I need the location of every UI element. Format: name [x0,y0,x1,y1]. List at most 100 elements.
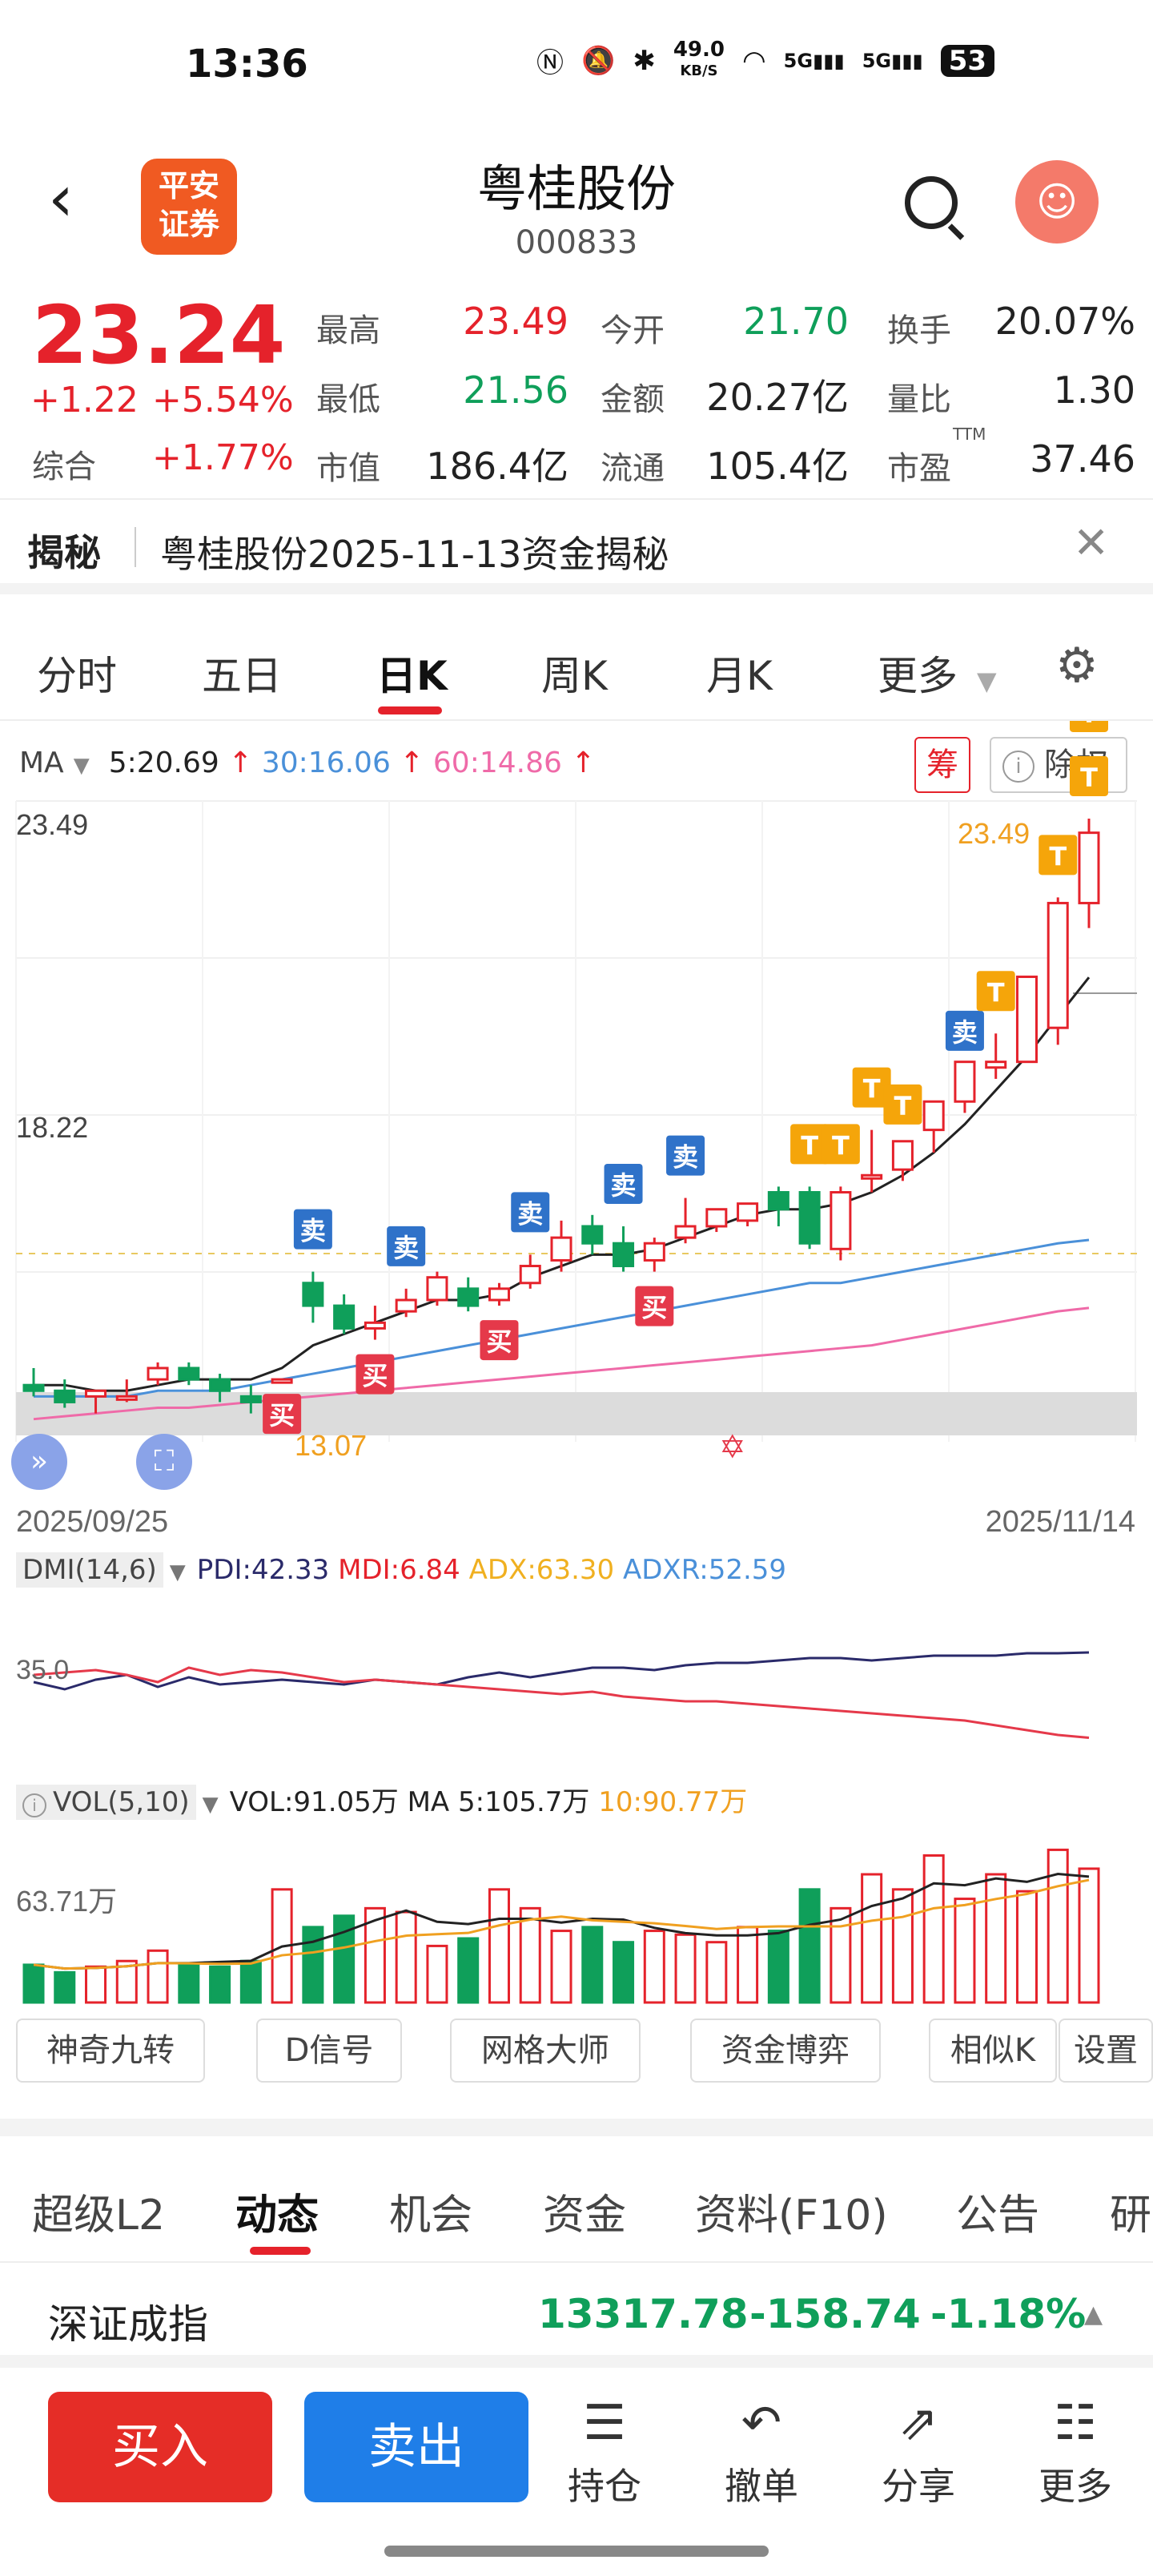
buy-button[interactable]: 买入 [48,2392,272,2502]
tab-capital[interactable]: 资金 [543,2192,627,2240]
holdings-icon: ☰ [583,2395,626,2451]
signal-marker [480,1320,519,1361]
search-icon[interactable] [905,176,958,229]
tab-research[interactable]: 研 [1110,2192,1152,2240]
candle-body [115,1395,138,1401]
vol-legend[interactable]: i VOL(5,10) ▼ VOL:91.05万 MA 5:105.7万 10:90.… [16,1780,747,1820]
candle-body [54,1389,76,1403]
bluetooth-icon: ✱ [633,44,656,77]
tab-news[interactable]: 动态 [235,2192,319,2240]
amount-value: 20.27亿 [706,376,849,419]
vol-level-label: 63.71万 [16,1885,117,1918]
volume-bar [705,1941,728,2004]
open-label: 今开 [601,312,665,349]
volume-bar [985,1873,1007,2004]
vol-ma10-line [33,1878,1090,1970]
candle-body [488,1287,510,1302]
dropdown-arrow-icon: ▼ [73,754,90,778]
active-tab-indicator [378,706,442,714]
candle-body [1078,831,1100,904]
tab-opportunity[interactable]: 机会 [389,2192,473,2240]
candle-body [1015,975,1038,1064]
gear-icon[interactable]: ⚙ [1055,638,1099,694]
candle-body [395,1298,417,1313]
tool-d-signal[interactable]: D信号 [256,2019,402,2083]
candle-body [147,1366,169,1381]
candle-body [674,1225,697,1239]
assistant-avatar[interactable]: ☺ [1015,160,1099,244]
volume-bar [861,1873,883,2004]
tab-monthly-k[interactable]: 月K [706,653,773,699]
candle-body [178,1366,200,1381]
candle-body [22,1383,45,1392]
candle-body [954,1061,976,1103]
candle-body [613,1242,635,1268]
volume-bar [22,1963,45,2004]
kline-chart-panel[interactable]: MA▼5:20.69 ↑ 30:16.06 ↑ 60:14.86 ↑ 筹 i除权… [0,721,1153,2035]
tab-daily-k[interactable]: 日K [376,653,448,699]
signal-marker [635,1286,674,1326]
net-speed: 49.0 KB/S [673,38,725,79]
fullscreen-icon[interactable]: ⛶ [136,1434,192,1490]
menu-icon: ☷ [1054,2395,1097,2451]
home-indicator[interactable] [384,2546,769,2557]
volume-bar [54,1970,76,2004]
capital-disclosure-banner[interactable]: 揭秘 粤桂股份2025-11-13资金揭秘 ✕ [0,498,1153,594]
signal-icon-1: 5G▮▮▮ [783,49,845,72]
tool-capital-game[interactable]: 资金博弈 [690,2019,881,2083]
expand-panel-icon[interactable]: » [11,1434,67,1490]
volume-bar [643,1930,665,2004]
quote-panel: 23.24 +1.22 +5.54% 综合 +1.77% 最高 23.49 今开… [0,280,1153,497]
share-button[interactable]: ⇗ 分享 [866,2395,970,2510]
tool-grid-master[interactable]: 网格大师 [450,2019,641,2083]
high-value: 23.49 [463,300,568,343]
tab-f10[interactable]: 资料(F10) [695,2192,888,2240]
volume-bar [457,1937,480,2004]
signal-marker [821,1124,860,1165]
candle-body [302,1282,324,1307]
ma-legend[interactable]: MA ▼ 5:20.69 ↑ 30:16.06 ↑ 60:14.86 ↑ [19,747,596,779]
volume-bar [519,1906,541,2004]
candle-body [737,1202,759,1222]
holdings-button[interactable]: ☰ 持仓 [552,2395,657,2510]
candle-body [333,1304,356,1330]
signal-marker-label: T [1049,841,1067,871]
battery-icon: 53 [940,44,995,77]
kline-svg[interactable]: 买卖买卖买卖卖买卖TTTT卖TTTT 23.49 18.22 23.49 13.… [0,721,1153,2035]
candle-body [985,1061,1007,1069]
signal-marker-label: T [1080,763,1098,793]
candle-body [922,1100,945,1132]
tab-announcements[interactable]: 公告 [956,2192,1040,2240]
close-icon[interactable]: ✕ [1073,517,1110,568]
chip-distribution-button[interactable]: 筹 [914,737,970,793]
share-icon: ⇗ [898,2395,939,2451]
mktcap-label: 市值 [316,450,380,487]
tab-weekly-k[interactable]: 周K [541,653,608,699]
candle-body [1047,901,1069,1029]
turnover-value: 20.07% [994,300,1135,343]
dropdown-arrow-icon: ▼ [202,1793,219,1817]
cancel-order-button[interactable]: ↶ 撤单 [709,2395,814,2510]
tool-similar-k[interactable]: 相似K [929,2019,1057,2083]
sell-button[interactable]: 卖出 [304,2392,528,2502]
tab-super-l2[interactable]: 超级L2 [32,2192,166,2240]
tool-settings[interactable]: 设置 [1059,2019,1153,2083]
tab-five-day[interactable]: 五日 [202,653,282,699]
dropdown-arrow-icon: ▼ [169,1560,186,1584]
date-start: 2025/09/25 [16,1505,168,1539]
signal-marker-label: T [987,977,1005,1008]
expand-arrow-icon[interactable]: ▲ [1084,2300,1103,2328]
turnover-label: 换手 [887,312,951,349]
more-button[interactable]: ☷ 更多 [1023,2395,1127,2510]
tool-magic-nine[interactable]: 神奇九转 [16,2019,205,2083]
dmi-legend[interactable]: DMI(14,6) ▼ PDI:42.33 MDI:6.84 ADX:63.30 A… [16,1552,786,1588]
vol-ma5-line [33,1873,1090,1970]
stock-name: 粤桂股份 [476,159,676,218]
index-ticker[interactable]: 深证成指 13317.78 -158.74 -1.18% ▲ [0,2264,1153,2368]
signal-marker [511,1192,550,1233]
tab-minute[interactable]: 分时 [37,653,117,699]
back-icon[interactable]: ‹ [48,161,74,235]
float-value: 105.4亿 [706,445,849,488]
tab-more[interactable]: 更多 ▼ [878,653,997,699]
index-value: 13317.78 [538,2291,749,2337]
